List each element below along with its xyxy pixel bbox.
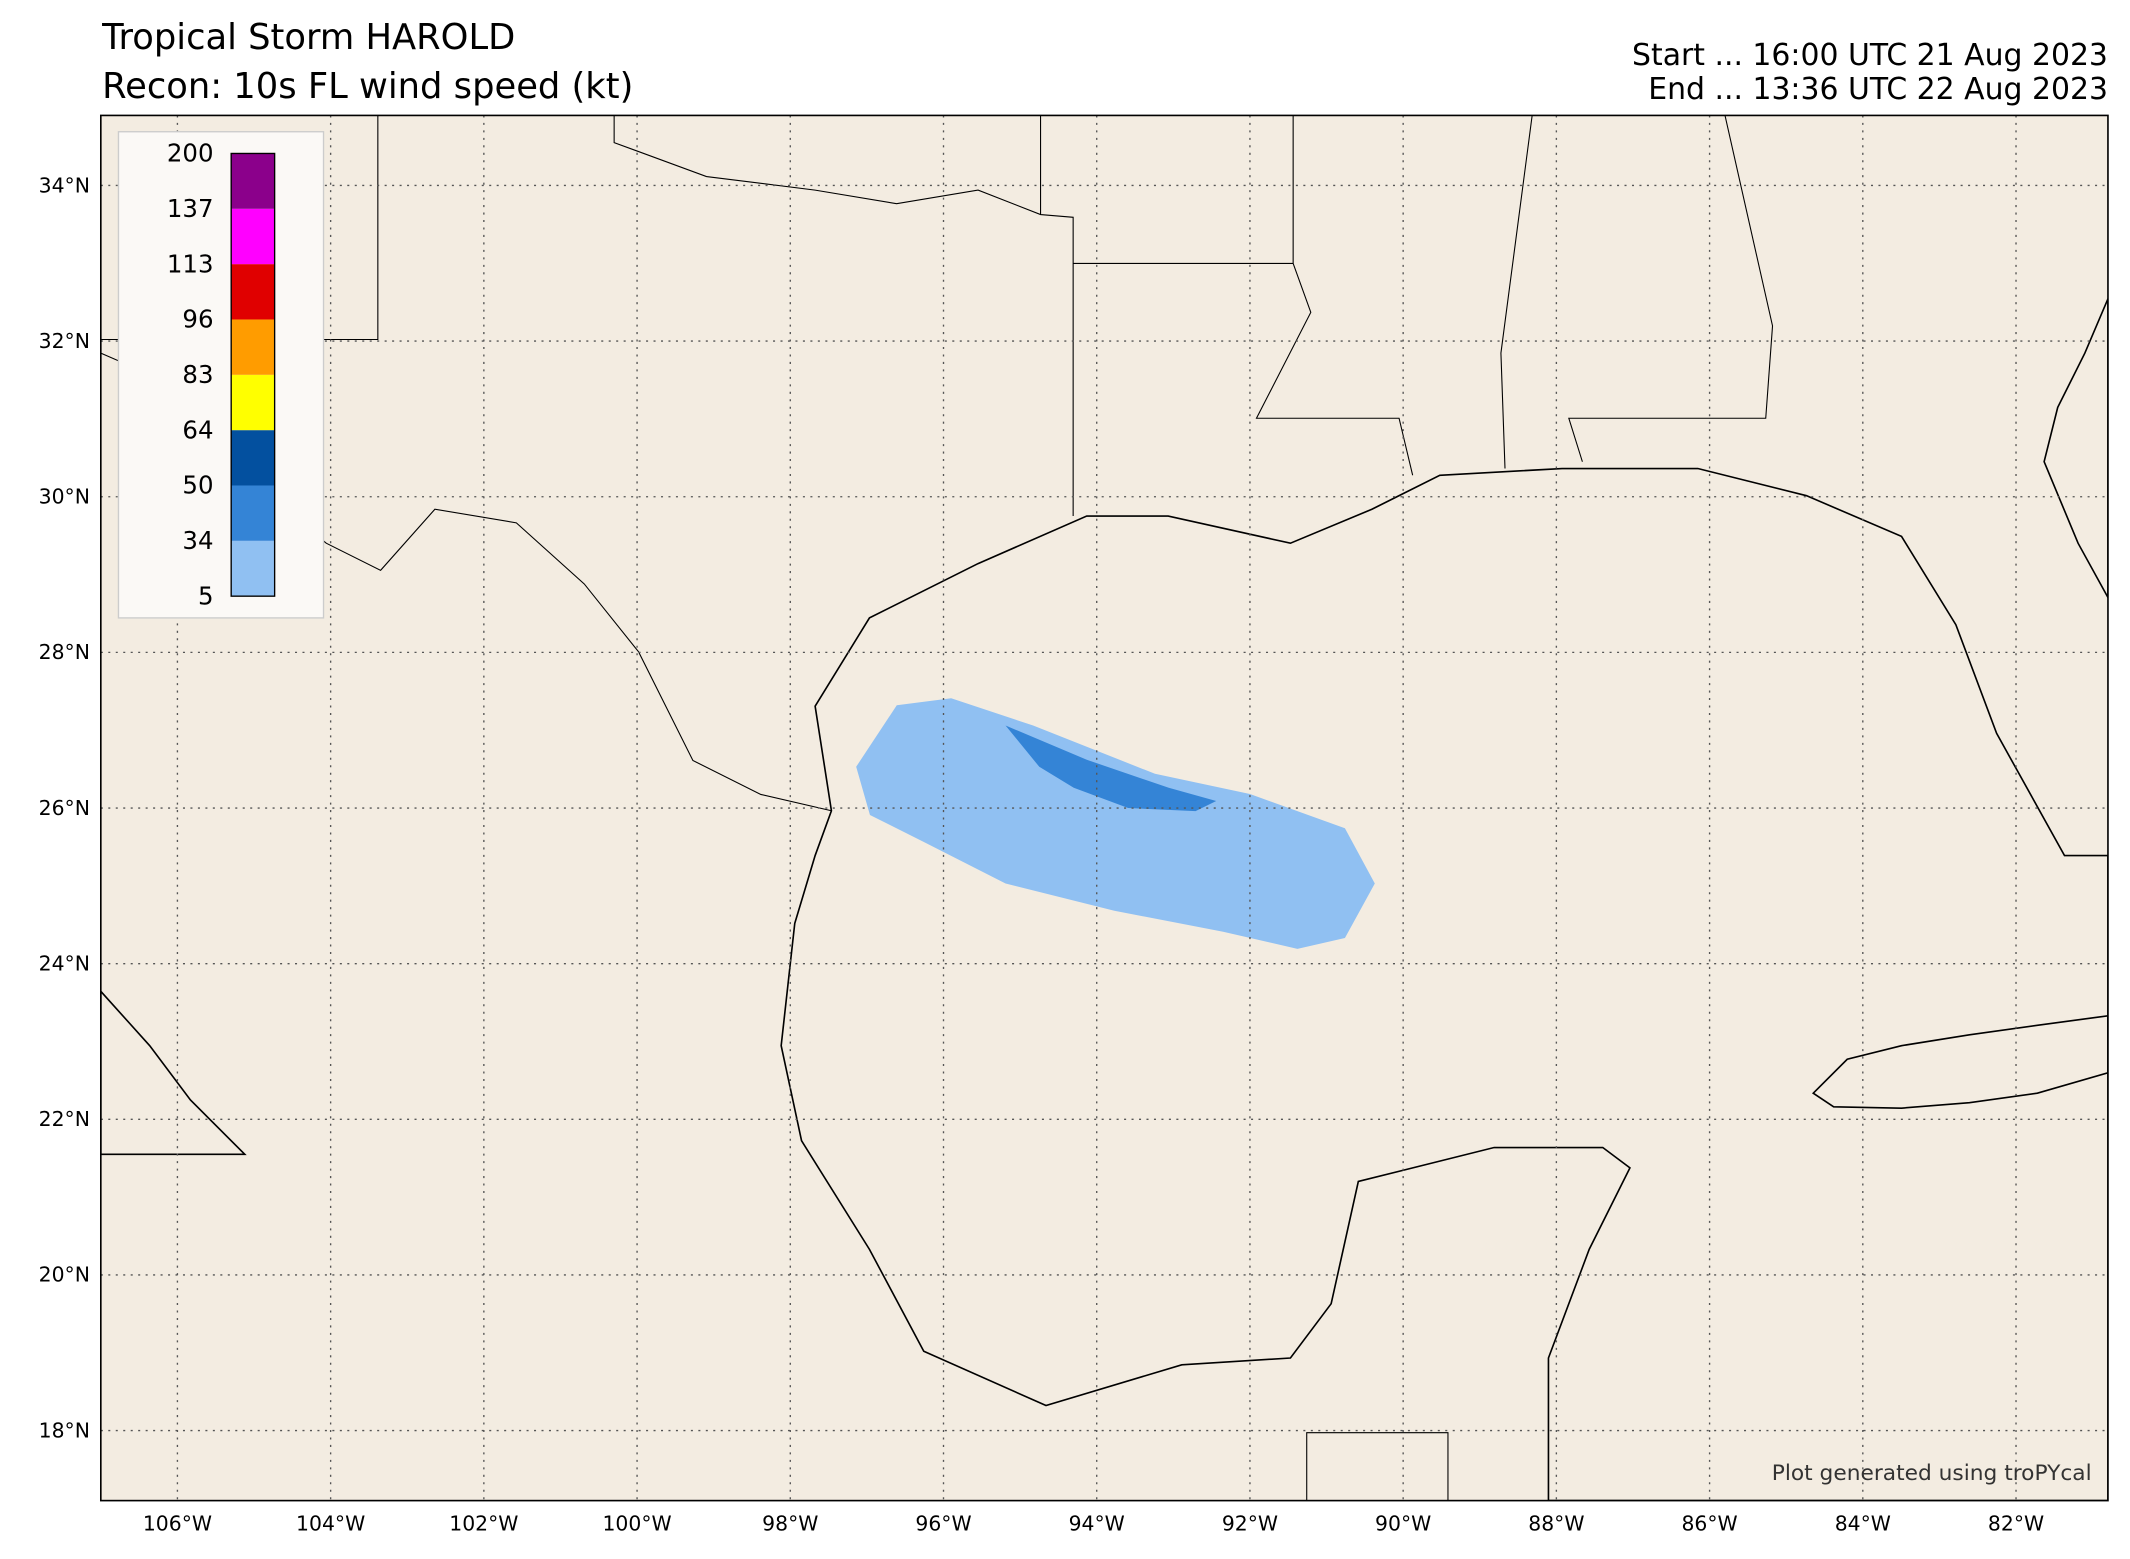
swath-contour (1005, 725, 1217, 812)
x-tick-label: 106°W (143, 1511, 212, 1535)
colorbar-label: 34 (182, 526, 213, 555)
colorbar-label: 96 (182, 305, 213, 334)
start-time: Start ... 16:00 UTC 21 Aug 2023 (1632, 38, 2108, 73)
x-tick-label: 96°W (915, 1511, 971, 1535)
colorbar: 5 34 50 64 83 96 113 137 200 (167, 139, 276, 610)
colorbar-label: 64 (182, 415, 213, 444)
colorbar-label: 113 (167, 249, 214, 278)
colorbar-label: 137 (167, 194, 214, 223)
pacific-water (100, 990, 247, 1156)
colorbar-segment (231, 485, 275, 541)
end-time: End ... 13:36 UTC 22 Aug 2023 (1648, 72, 2108, 107)
y-tick-label: 22°N (39, 1107, 90, 1131)
x-tick-label: 100°W (602, 1511, 671, 1535)
x-tick-label: 84°W (1835, 1511, 1891, 1535)
colorbar-segment (231, 153, 275, 209)
y-tick-label: 32°N (39, 329, 90, 353)
colorbar-label: 200 (167, 139, 214, 168)
wind-swath (856, 698, 1375, 949)
y-tick-label: 26°N (39, 796, 90, 820)
x-tick-label: 90°W (1375, 1511, 1431, 1535)
colorbar-label: 5 (198, 581, 214, 610)
cuba (1811, 1014, 2108, 1109)
swath-contour (856, 698, 1375, 949)
state-borders (100, 115, 1774, 1501)
colorbar-segment (231, 540, 275, 597)
colorbar-segment (231, 319, 275, 375)
y-tick-label: 34°N (39, 173, 90, 197)
colorbar-segment (231, 374, 275, 431)
colorbar-segment (231, 264, 275, 320)
map-title: Tropical Storm HAROLD (101, 17, 515, 58)
colorbar-segment (231, 430, 275, 486)
atlantic-water (2043, 298, 2108, 598)
colorbar-segment (231, 208, 275, 265)
axis-labels: 106°W 104°W 102°W 100°W 98°W 96°W 94°W 92°W 90°W… (39, 173, 2045, 1535)
y-tick-label: 20°N (39, 1263, 90, 1287)
map-frame (99, 114, 2109, 1502)
x-tick-label: 92°W (1222, 1511, 1278, 1535)
x-tick-label: 104°W (296, 1511, 365, 1535)
colorbar-label: 50 (182, 471, 213, 500)
x-tick-label: 82°W (1988, 1511, 2044, 1535)
gulf-water (780, 467, 2108, 1501)
y-tick-label: 18°N (39, 1418, 90, 1442)
x-tick-label: 86°W (1681, 1511, 1737, 1535)
y-tick-label: 24°N (39, 951, 90, 975)
x-tick-label: 98°W (762, 1511, 818, 1535)
x-tick-label: 88°W (1528, 1511, 1584, 1535)
x-tick-label: 102°W (449, 1511, 518, 1535)
colorbar-label: 83 (182, 360, 213, 389)
credit: Plot generated using troPYcal (1772, 1461, 2092, 1486)
map-area: Plot generated using troPYcal (100, 115, 2108, 1501)
map-subtitle: Recon: 10s FL wind speed (kt) (102, 66, 633, 107)
colorbar-outline (230, 152, 276, 597)
y-tick-label: 28°N (39, 640, 90, 664)
colorbar-panel (117, 131, 325, 619)
y-tick-label: 30°N (39, 485, 90, 509)
x-tick-label: 94°W (1069, 1511, 1125, 1535)
